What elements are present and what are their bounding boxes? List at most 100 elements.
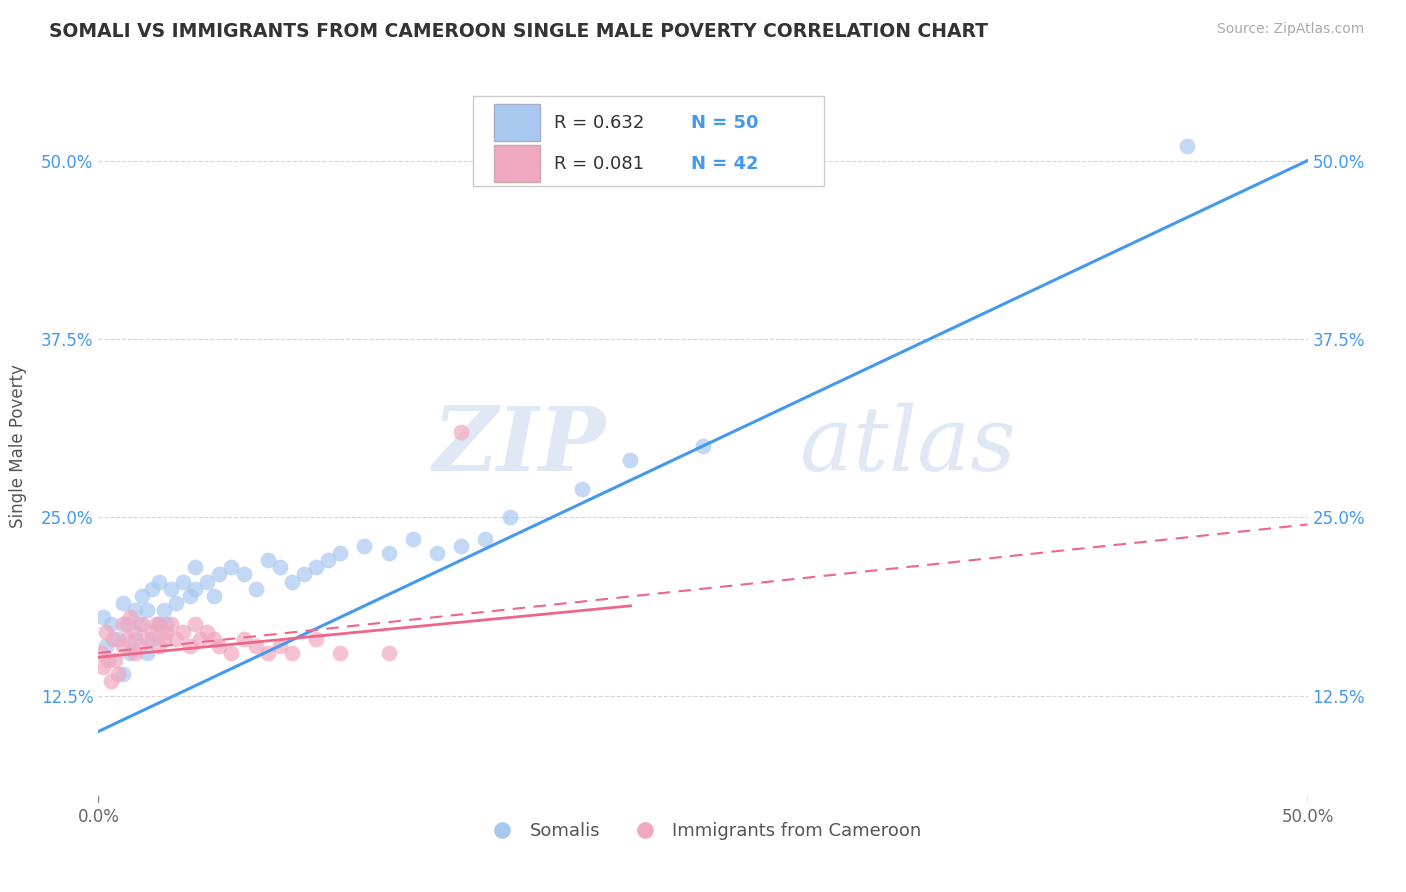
Point (91, 610, 114, 624)
Point (221, 646, 243, 660)
Point (124, 646, 146, 660)
Point (172, 624, 194, 639)
Point (107, 667, 129, 681)
Point (155, 617, 177, 632)
Point (172, 574, 194, 589)
Point (155, 624, 177, 639)
Point (208, 639, 231, 653)
Point (141, 624, 163, 639)
Point (188, 632, 211, 646)
Point (111, 639, 134, 653)
Text: N = 50: N = 50 (690, 114, 758, 132)
Point (128, 617, 150, 632)
Point (474, 532, 496, 546)
Point (111, 667, 134, 681)
Point (160, 617, 183, 632)
Point (245, 582, 267, 596)
Point (450, 425, 472, 439)
Point (353, 539, 375, 553)
Point (184, 582, 207, 596)
Point (305, 632, 328, 646)
Point (450, 539, 472, 553)
Text: R = 0.632: R = 0.632 (554, 114, 644, 132)
Point (135, 632, 157, 646)
Point (305, 560, 328, 574)
Point (256, 553, 278, 567)
Point (100, 674, 122, 689)
Legend: Somalis, Immigrants from Cameroon: Somalis, Immigrants from Cameroon (477, 815, 929, 847)
Point (221, 560, 243, 574)
Text: atlas: atlas (800, 402, 1015, 490)
Point (179, 639, 201, 653)
Point (281, 574, 304, 589)
Point (94, 639, 117, 653)
Point (118, 646, 141, 660)
Point (269, 639, 291, 653)
Point (281, 646, 304, 660)
Text: SOMALI VS IMMIGRANTS FROM CAMEROON SINGLE MALE POVERTY CORRELATION CHART: SOMALI VS IMMIGRANTS FROM CAMEROON SINGL… (49, 22, 988, 41)
Point (179, 589, 201, 603)
Point (101, 632, 124, 646)
Point (111, 596, 134, 610)
Point (571, 482, 593, 496)
Y-axis label: Single Male Poverty: Single Male Poverty (8, 364, 27, 528)
Point (141, 582, 163, 596)
Point (148, 617, 170, 632)
Point (152, 632, 174, 646)
Point (208, 567, 231, 582)
Point (256, 646, 278, 660)
Point (316, 553, 339, 567)
Point (184, 617, 207, 632)
Text: N = 42: N = 42 (690, 155, 758, 173)
Point (1175, 139, 1198, 153)
Point (498, 510, 520, 524)
Point (135, 646, 157, 660)
Point (148, 617, 170, 632)
Point (131, 589, 153, 603)
Point (124, 603, 146, 617)
Point (107, 632, 129, 646)
Point (377, 646, 399, 660)
Point (124, 632, 146, 646)
Point (232, 632, 254, 646)
Point (184, 560, 207, 574)
Point (195, 624, 218, 639)
FancyBboxPatch shape (474, 96, 824, 186)
Point (269, 560, 291, 574)
Point (91, 660, 114, 674)
Point (245, 639, 267, 653)
Point (100, 617, 122, 632)
Point (131, 617, 153, 632)
Point (117, 632, 139, 646)
Point (195, 574, 218, 589)
Text: R = 0.081: R = 0.081 (554, 155, 644, 173)
Point (329, 546, 352, 560)
Point (165, 596, 187, 610)
Point (619, 453, 641, 467)
FancyBboxPatch shape (494, 104, 540, 142)
Point (135, 603, 157, 617)
Point (152, 603, 174, 617)
Point (141, 632, 163, 646)
Point (124, 624, 146, 639)
Point (426, 546, 449, 560)
FancyBboxPatch shape (494, 145, 540, 183)
Point (117, 617, 139, 632)
Point (148, 574, 170, 589)
Point (402, 532, 425, 546)
Point (118, 610, 141, 624)
Point (128, 639, 150, 653)
Point (204, 589, 226, 603)
Point (292, 567, 315, 582)
Point (204, 632, 226, 646)
Point (148, 639, 170, 653)
Text: Source: ZipAtlas.com: Source: ZipAtlas.com (1216, 22, 1364, 37)
Point (692, 439, 714, 453)
Point (232, 567, 254, 582)
Point (377, 546, 399, 560)
Point (90, 646, 112, 660)
Point (94, 624, 117, 639)
Point (160, 582, 183, 596)
Point (104, 653, 127, 667)
Point (329, 646, 352, 660)
